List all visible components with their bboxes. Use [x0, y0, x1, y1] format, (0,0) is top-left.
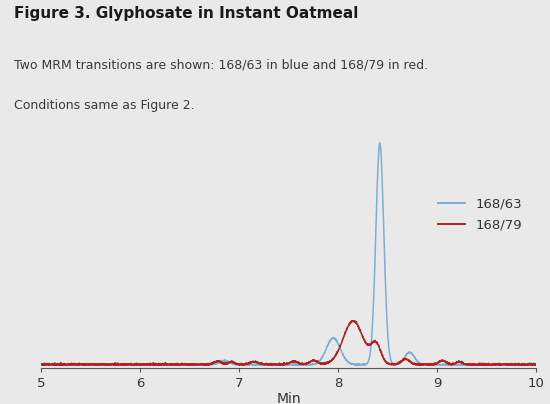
- 168/79: [38, 362, 45, 366]
- 168/79: [228, 360, 234, 365]
- Text: Two MRM transitions are shown: 168/63 in blue and 168/79 in red.: Two MRM transitions are shown: 168/63 in…: [14, 58, 428, 71]
- 168/63: [249, 362, 256, 367]
- 168/63: [38, 362, 45, 366]
- 168/63: [470, 362, 477, 367]
- Line: 168/79: 168/79: [41, 321, 536, 365]
- 168/63: [533, 362, 540, 367]
- 168/79: [470, 362, 477, 367]
- Text: Figure 3. Glyphosate in Instant Oatmeal: Figure 3. Glyphosate in Instant Oatmeal: [14, 6, 358, 21]
- 168/63: [142, 362, 148, 367]
- 168/79: [533, 362, 540, 367]
- 168/63: [228, 360, 234, 365]
- 168/79: [350, 318, 357, 323]
- Legend: 168/63, 168/79: 168/63, 168/79: [433, 192, 527, 237]
- 168/79: [95, 362, 101, 367]
- 168/63: [95, 362, 101, 367]
- 168/79: [524, 362, 530, 367]
- 168/79: [249, 360, 256, 365]
- 168/79: [124, 362, 130, 367]
- 168/63: [124, 362, 130, 367]
- X-axis label: Min: Min: [277, 392, 301, 404]
- 168/79: [519, 362, 526, 367]
- Line: 168/63: 168/63: [41, 143, 536, 365]
- Text: Conditions same as Figure 2.: Conditions same as Figure 2.: [14, 99, 194, 112]
- 168/63: [376, 141, 383, 145]
- 168/63: [524, 362, 530, 367]
